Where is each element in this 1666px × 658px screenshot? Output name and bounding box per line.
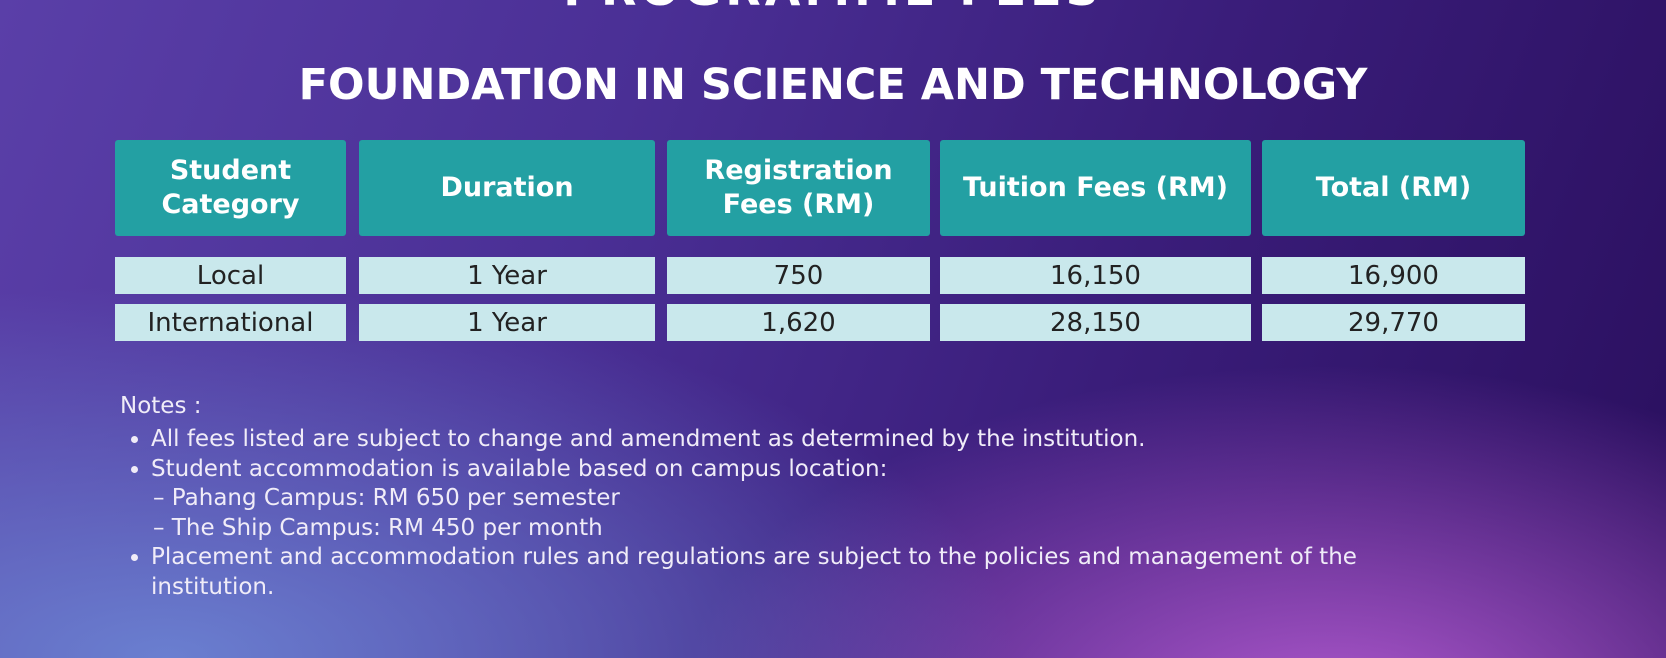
note-subitem: – Pahang Campus: RM 650 per semester (153, 485, 620, 511)
table-cell: 16,900 (1262, 257, 1525, 294)
header-cell: Total (RM) (1262, 140, 1525, 236)
header-cell: Tuition Fees (RM) (940, 140, 1251, 236)
note-text: Placement and accommodation rules and re… (151, 544, 1357, 600)
table-cell: Local (115, 257, 346, 294)
title: FOUNDATION IN SCIENCE AND TECHNOLOGY (298, 60, 1368, 110)
cut-title: PROGRAMME FEES (0, 0, 1666, 16)
notes-label: Notes : (120, 393, 202, 419)
note-subitem: – The Ship Campus: RM 450 per month (153, 514, 603, 541)
table-cell: 28,150 (940, 304, 1251, 341)
note-item: Placement and accommodation rules and re… (151, 543, 1410, 602)
note-text: Student accommodation is available based… (151, 455, 888, 482)
header-cell: Duration (359, 140, 655, 236)
note-item: Student accommodation is available based… (151, 455, 1410, 544)
notes-list: All fees listed are subject to change an… (120, 425, 1410, 602)
header-cell: Registration Fees (RM) (667, 140, 930, 236)
note-text: All fees listed are subject to change an… (151, 426, 1146, 452)
table-cell: 1 Year (359, 304, 655, 341)
note-item: All fees listed are subject to change an… (151, 425, 1410, 455)
table-cell: 1,620 (667, 304, 930, 341)
table-cell: 1 Year (359, 257, 655, 294)
table-cell: 29,770 (1262, 304, 1525, 341)
header-cell: Student Category (115, 140, 346, 236)
table-cell: 16,150 (940, 257, 1251, 294)
table-cell: International (115, 304, 346, 341)
table-cell: 750 (667, 257, 930, 294)
notes: Notes : All fees listed are subject to c… (120, 393, 1410, 602)
